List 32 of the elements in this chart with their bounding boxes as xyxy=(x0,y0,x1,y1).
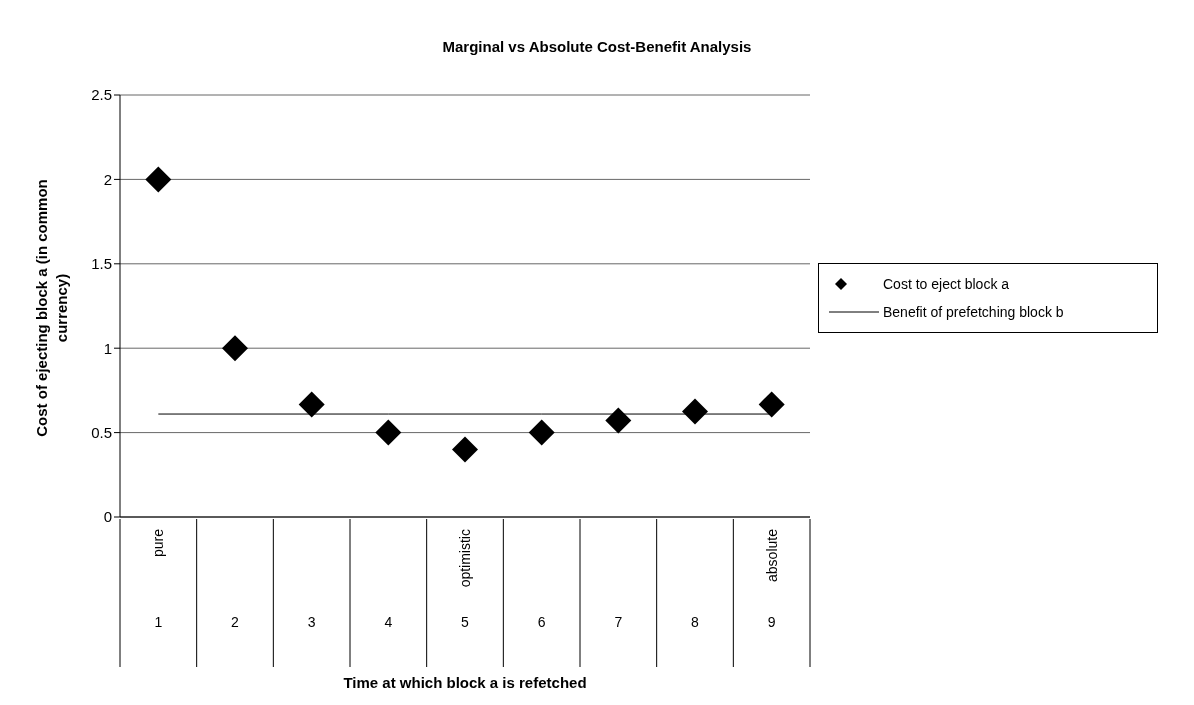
point xyxy=(145,166,172,193)
y-tick-label: 1.5 xyxy=(91,255,112,273)
x-tick-label: 5 xyxy=(461,613,470,630)
text: absolute xyxy=(763,528,780,582)
x-tick-label: 8 xyxy=(691,613,700,630)
y-tick-label: 2.5 xyxy=(91,86,112,104)
point xyxy=(682,398,708,425)
x-tick-label: 7 xyxy=(614,613,623,630)
point xyxy=(452,436,478,463)
point xyxy=(222,335,248,362)
y-tick-label: 0.5 xyxy=(91,423,112,441)
y-tick-label: 1 xyxy=(103,339,112,357)
legend-label: Benefit of prefetching block b xyxy=(883,304,1064,320)
point xyxy=(528,419,555,446)
y-tick-label: 2 xyxy=(103,170,112,188)
x-tick-label: 6 xyxy=(537,613,546,630)
x-tick-label: 1 xyxy=(154,613,163,630)
x-tick-label: 3 xyxy=(307,613,316,630)
chart-title: Marginal vs Absolute Cost-Benefit Analysis xyxy=(441,38,753,55)
x-tick-label: 2 xyxy=(231,613,240,630)
text: pure xyxy=(150,528,167,558)
point xyxy=(758,391,785,418)
x-tick-label: 4 xyxy=(384,613,393,630)
point xyxy=(605,407,632,434)
text: Cost to eject block a xyxy=(883,276,1010,292)
y-tick-label: 0 xyxy=(103,508,112,526)
point xyxy=(375,419,402,446)
point xyxy=(298,391,325,418)
text: optimistic xyxy=(457,529,473,588)
x-tick-label: 9 xyxy=(767,613,776,630)
y-axis-title: Cost of ejecting block a (in common currency) xyxy=(32,178,71,439)
x-axis-title: Time at which block a is refetched xyxy=(343,674,587,691)
